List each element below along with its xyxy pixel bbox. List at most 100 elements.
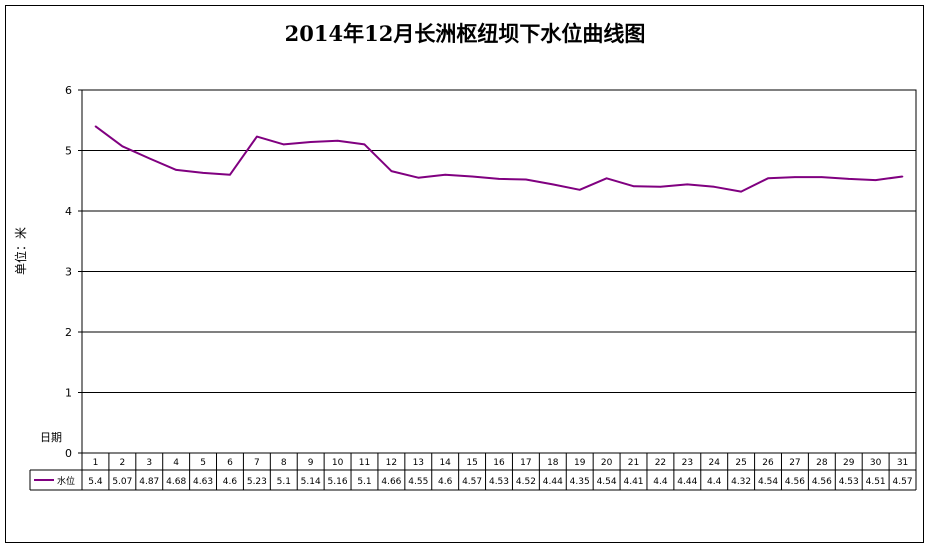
data-table: 1 2 3 4 5 6 7 8 9 10 11 12 13 14 15 16 17 18 19 20 21 22 23 24 2… — [29, 453, 917, 491]
data-label: 4.32 — [731, 477, 751, 487]
x-tick-label: 17 — [520, 458, 531, 468]
x-axis-label: 日期 — [40, 431, 62, 444]
data-label: 4.41 — [623, 477, 643, 487]
data-point — [336, 140, 339, 142]
data-label: 4.53 — [839, 477, 859, 487]
data-label: 5.16 — [328, 477, 348, 487]
data-point — [94, 125, 97, 128]
x-tick-label: 26 — [762, 458, 774, 468]
x-tick-label: 30 — [870, 458, 882, 468]
data-label: 4.4 — [707, 477, 722, 487]
x-tick-label: 28 — [816, 458, 828, 468]
data-point — [552, 183, 554, 186]
x-tick-label: 27 — [789, 458, 800, 468]
x-tick-label: 8 — [281, 458, 287, 468]
data-label: 5.4 — [88, 477, 103, 487]
data-label: 4.57 — [893, 477, 913, 487]
data-label: 4.68 — [166, 477, 186, 487]
x-tick-label: 4 — [173, 458, 179, 468]
x-tick-label: 5 — [200, 458, 206, 468]
data-label: 4.66 — [381, 477, 401, 487]
chart-title: 2014年12月长洲枢纽坝下水位曲线图 — [284, 21, 646, 46]
data-label: 4.87 — [139, 477, 159, 487]
data-point — [767, 177, 769, 180]
data-label: 5.23 — [247, 477, 267, 487]
data-label: 4.63 — [193, 477, 213, 487]
data-label: 4.35 — [570, 477, 590, 487]
data-point — [659, 186, 662, 188]
grid-lines — [78, 89, 917, 454]
data-label: 5.07 — [112, 477, 132, 487]
data-point — [740, 190, 742, 193]
data-point — [794, 176, 796, 178]
x-tick-label: 23 — [682, 458, 693, 468]
data-point — [444, 173, 446, 176]
data-label: 4.52 — [516, 477, 536, 487]
y-tick-label: 5 — [65, 145, 72, 158]
data-label: 4.51 — [866, 477, 886, 487]
data-label: 4.6 — [438, 477, 453, 487]
x-tick-label: 19 — [574, 458, 586, 468]
x-tick-label: 29 — [843, 458, 855, 468]
x-tick-label: 1 — [93, 458, 99, 468]
data-point — [686, 183, 689, 186]
data-point — [175, 169, 177, 171]
data-point — [498, 178, 500, 180]
x-tick-label: 7 — [254, 458, 260, 468]
data-point — [901, 175, 904, 178]
x-tick-label: 15 — [466, 458, 477, 468]
x-tick-label: 20 — [601, 458, 613, 468]
data-point — [821, 176, 823, 178]
data-label: 5.1 — [357, 477, 371, 487]
y-tick-label: 2 — [65, 326, 72, 339]
x-tick-label: 13 — [413, 458, 424, 468]
data-label: 4.4 — [653, 477, 668, 487]
x-tick-label: 2 — [119, 458, 125, 468]
x-tick-label: 11 — [359, 458, 370, 468]
data-label: 4.6 — [223, 477, 238, 487]
y-tick-label: 1 — [65, 387, 72, 400]
data-label: 5.14 — [301, 477, 321, 487]
data-label: 4.56 — [812, 477, 832, 487]
data-label: 4.44 — [677, 477, 697, 487]
data-point — [417, 176, 420, 179]
data-point — [148, 157, 151, 160]
x-tick-label: 14 — [439, 458, 451, 468]
data-point — [309, 141, 312, 143]
data-label: 4.54 — [758, 477, 778, 487]
data-label: 4.54 — [597, 477, 617, 487]
y-tick-label: 6 — [65, 84, 72, 97]
data-point — [363, 143, 366, 146]
x-tick-label: 24 — [708, 458, 720, 468]
data-label: 4.44 — [543, 477, 563, 487]
data-point — [282, 143, 285, 146]
x-tick-label: 21 — [628, 458, 639, 468]
data-point — [256, 135, 258, 138]
x-tick-label: 18 — [547, 458, 559, 468]
x-tick-label: 16 — [493, 458, 505, 468]
y-tick-labels: 0 1 2 3 4 5 6 — [65, 84, 72, 460]
series-lines — [94, 125, 904, 193]
data-point — [525, 178, 527, 181]
data-point — [847, 178, 850, 180]
x-tick-label: 12 — [386, 458, 397, 468]
data-point — [390, 170, 393, 172]
data-point — [121, 145, 124, 148]
data-label: 5.1 — [277, 477, 291, 487]
data-label: 4.56 — [785, 477, 805, 487]
x-tick-label: 3 — [146, 458, 152, 468]
x-tick-label: 25 — [735, 458, 746, 468]
x-tick-label: 9 — [308, 458, 314, 468]
x-tick-label: 22 — [655, 458, 666, 468]
data-point — [713, 186, 716, 188]
x-tick-label: 31 — [897, 458, 908, 468]
x-tick-label: 6 — [227, 458, 233, 468]
data-point — [632, 185, 635, 187]
data-point — [605, 177, 608, 180]
data-point — [202, 172, 204, 174]
y-tick-label: 4 — [65, 205, 72, 218]
data-label: 4.57 — [462, 477, 482, 487]
data-label: 4.55 — [408, 477, 428, 487]
data-point — [874, 179, 877, 181]
